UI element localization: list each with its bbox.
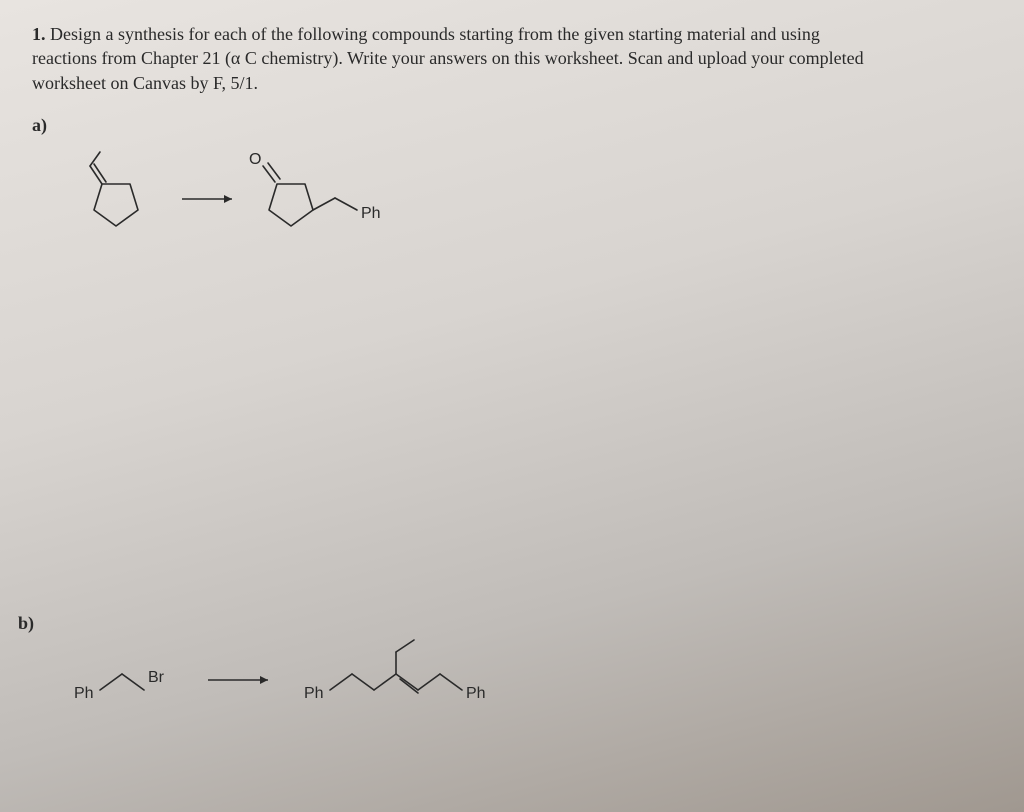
br-label: Br — [148, 669, 165, 686]
diagram-b: Ph Br Ph — [58, 642, 918, 732]
question-text: 1. Design a synthesis for each of the fo… — [32, 22, 1006, 95]
oxygen-label: O — [249, 151, 261, 168]
diagram-a: O Ph — [72, 144, 1006, 254]
ph-label-b1: Ph — [74, 685, 94, 702]
question-number: 1. — [32, 24, 46, 44]
part-b-label: b) — [18, 613, 918, 634]
question-line3: worksheet on Canvas by F, 5/1. — [32, 73, 258, 93]
ph-label-b3: Ph — [466, 685, 486, 702]
part-a-label: a) — [32, 115, 1006, 136]
question-line2: reactions from Chapter 21 (α C chemistry… — [32, 48, 864, 68]
ph-label-a: Ph — [361, 205, 381, 222]
ph-label-b2: Ph — [304, 685, 324, 702]
question-line1: Design a synthesis for each of the follo… — [50, 24, 820, 44]
